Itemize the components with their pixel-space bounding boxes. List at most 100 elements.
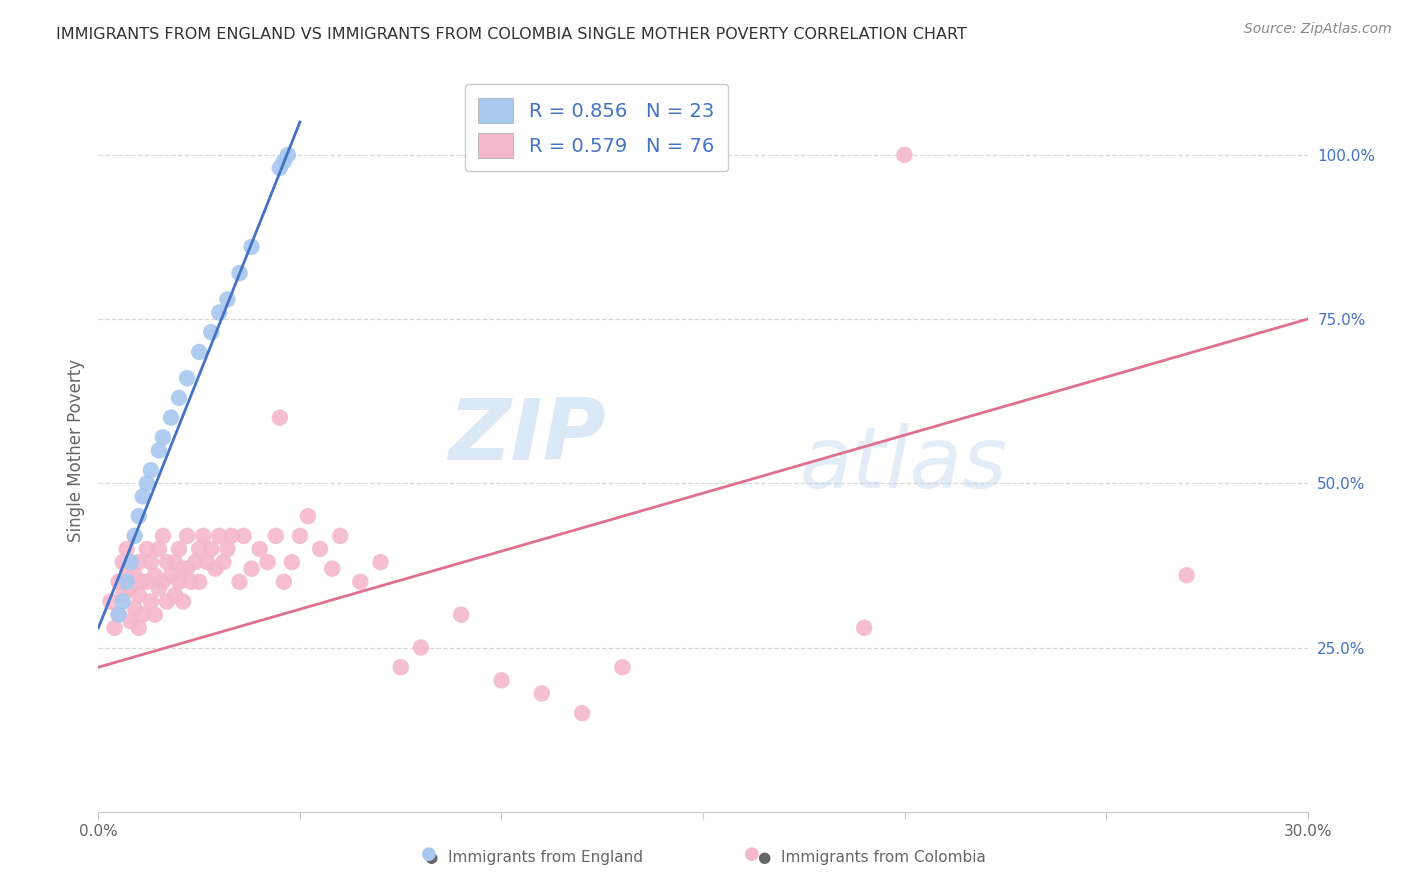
Point [1175,568,1198,582]
Point [139,594,162,608]
Point [100,594,122,608]
Point [409,640,432,655]
Point [240,240,263,254]
Text: ●  Immigrants from Colombia: ● Immigrants from Colombia [758,850,986,865]
Point [107,607,129,622]
Point [128,555,150,569]
Point [148,541,170,556]
Point [389,660,412,674]
Point [132,490,155,504]
Point [160,410,183,425]
Point [115,574,138,589]
Point [221,529,243,543]
Legend: R = 0.856   N = 23, R = 0.579   N = 76: R = 0.856 N = 23, R = 0.579 N = 76 [465,85,728,171]
Text: ●  Immigrants from England: ● Immigrants from England [425,850,644,865]
Point [195,555,218,569]
Point [103,621,125,635]
Y-axis label: Single Mother Poverty: Single Mother Poverty [66,359,84,542]
Point [167,541,190,556]
Point [176,562,198,576]
Point [124,529,146,543]
Point [256,555,278,569]
Point [370,555,392,569]
Point [232,529,254,543]
Point [111,555,134,569]
Point [111,594,134,608]
Point [143,607,166,622]
Point [107,607,129,622]
Point [124,601,146,615]
Point [200,541,222,556]
Point [269,161,291,175]
Point [143,568,166,582]
Point [163,588,186,602]
Point [491,673,513,688]
Point [115,568,138,582]
Point [893,148,915,162]
Point [156,594,179,608]
Point [180,574,202,589]
Point [120,555,142,569]
Point [139,463,162,477]
Point [240,562,263,576]
Point [249,541,271,556]
Point [111,588,134,602]
Point [132,607,155,622]
Text: Source: ZipAtlas.com: Source: ZipAtlas.com [1244,22,1392,37]
Point [167,391,190,405]
Point [217,293,239,307]
Point [288,529,311,543]
Text: atlas: atlas [800,424,1008,507]
Point [200,325,222,339]
Point [135,574,157,589]
Point [264,529,287,543]
Point [208,305,231,319]
Text: ZIP: ZIP [449,394,606,477]
Point [152,574,174,589]
Point [176,529,198,543]
Point [228,574,250,589]
Point [277,148,299,162]
Point [167,574,190,589]
Point [217,541,239,556]
Point [163,555,186,569]
Point [530,686,553,700]
Point [321,562,343,576]
Text: IMMIGRANTS FROM ENGLAND VS IMMIGRANTS FROM COLOMBIA SINGLE MOTHER POVERTY CORREL: IMMIGRANTS FROM ENGLAND VS IMMIGRANTS FR… [56,27,967,42]
Point [208,529,231,543]
Point [152,430,174,444]
Point [193,529,215,543]
Point [128,509,150,524]
Point [135,476,157,491]
Point [148,582,170,596]
Point [152,529,174,543]
Point [115,541,138,556]
Point [329,529,352,543]
Point [188,574,211,589]
Point [128,588,150,602]
Point [281,555,304,569]
Point [273,154,295,169]
Point [853,621,876,635]
Point [188,541,211,556]
Point [269,410,291,425]
Text: ●: ● [744,845,761,863]
Point [450,607,472,622]
Point [309,541,332,556]
Point [228,266,250,280]
Point [571,706,593,721]
Point [120,582,142,596]
Point [139,555,162,569]
Point [172,594,194,608]
Point [120,614,142,628]
Point [148,443,170,458]
Point [176,371,198,385]
Point [172,562,194,576]
Point [160,568,183,582]
Point [188,345,211,359]
Point [349,574,371,589]
Point [135,541,157,556]
Point [297,509,319,524]
Point [107,574,129,589]
Point [612,660,634,674]
